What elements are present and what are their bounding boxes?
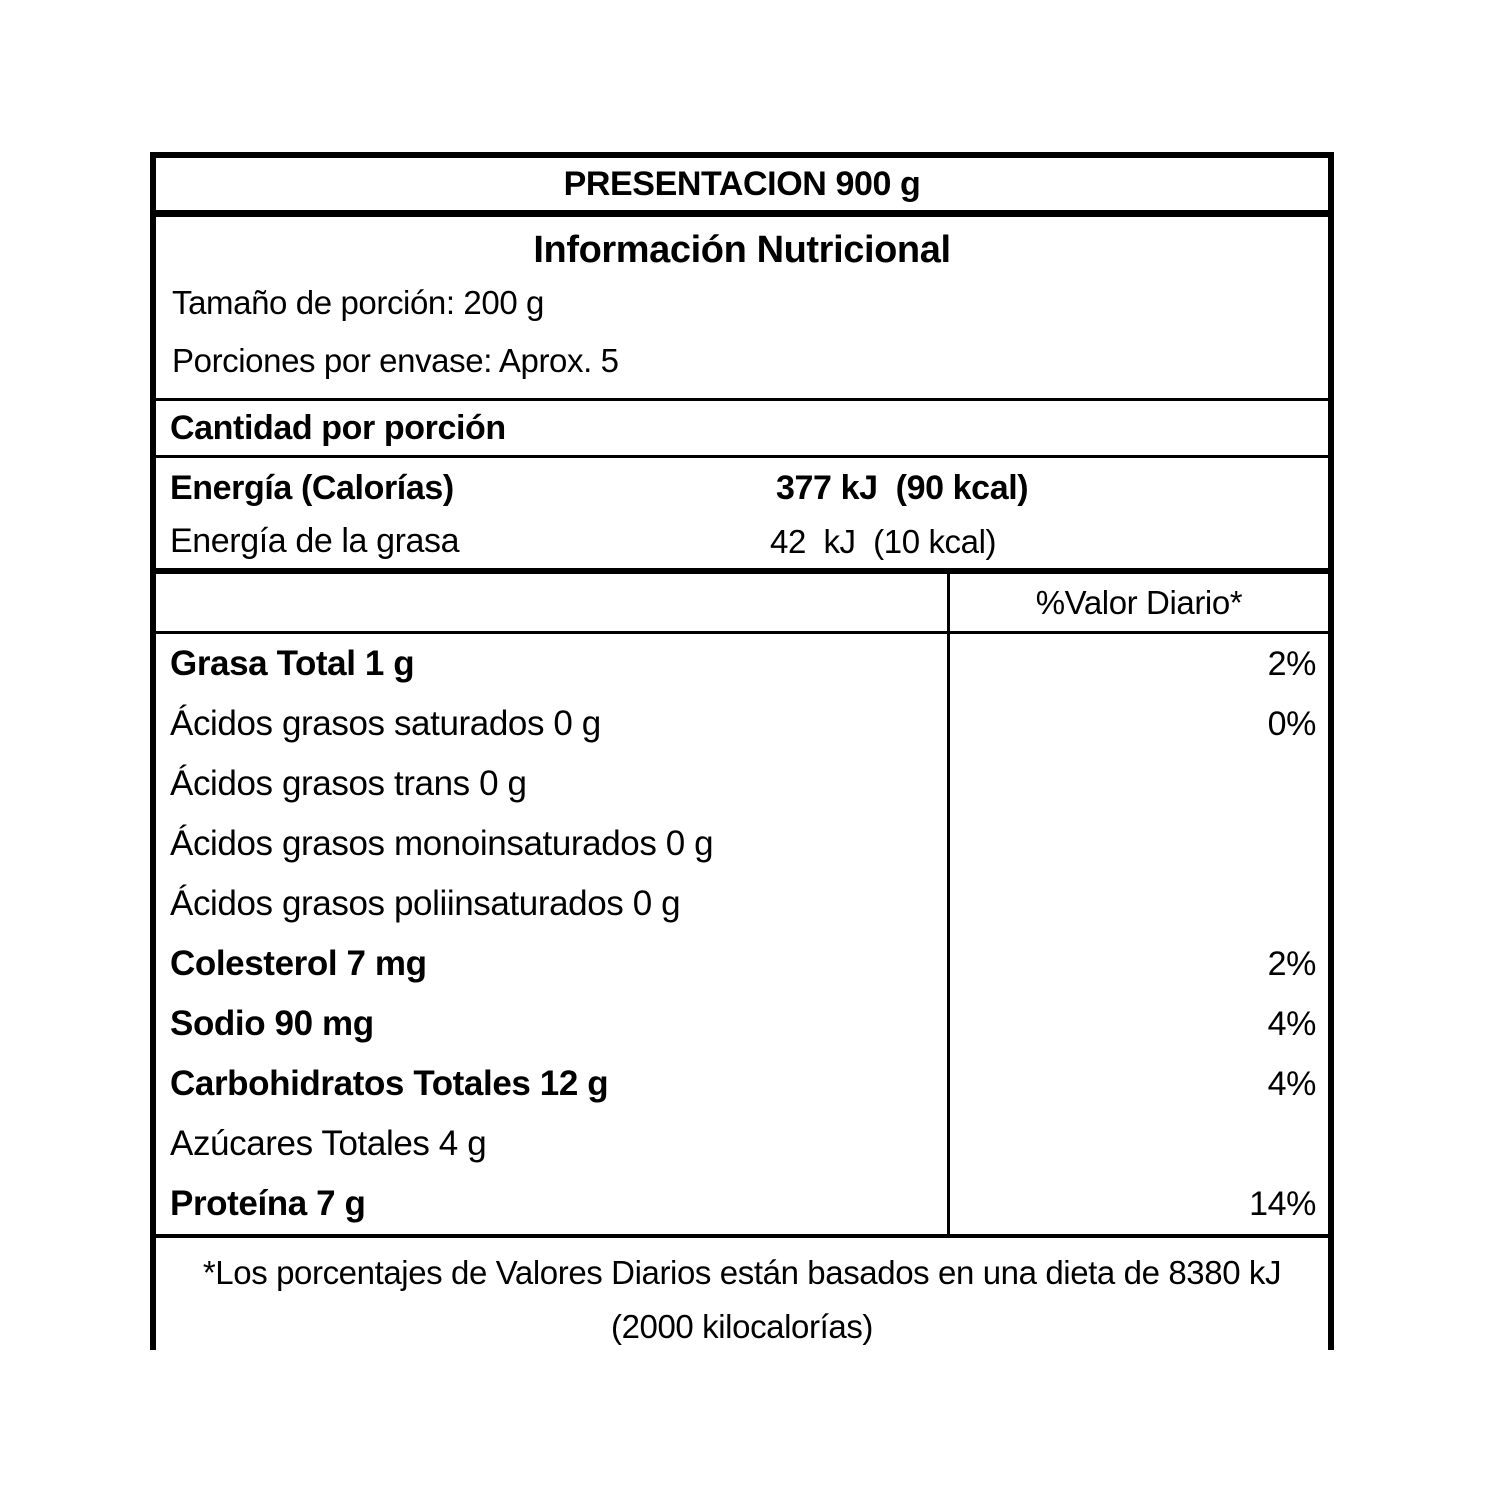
table-row-cholesterol: Colesterol 7 mg 2% [156,934,1328,994]
nutrient-name: Ácidos grasos monoinsaturados 0 g [170,824,714,863]
energy-section: Energía (Calorías) 377 kJ (90 kcal) Ener… [156,458,1328,574]
nutrient-daily-value [947,874,1328,934]
info-section: Información Nutricional Tamaño de porció… [156,217,1328,398]
table-row-saturated-fat: Ácidos grasos saturados 0 g 0% [156,694,1328,754]
daily-value-header-row: %Valor Diario* [156,574,1328,634]
footnote-line2: (2000 kilocalorías) [610,1308,874,1345]
energy-calories-label: Energía (Calorías) [170,469,454,507]
footnote: *Los porcentajes de Valores Diarios está… [156,1238,1328,1360]
nutrient-name: Ácidos grasos poliinsaturados 0 g [170,884,681,923]
nutrient-daily-value: 4% [947,1054,1328,1114]
nutrient-name: Carbohidratos Totales 12 g [170,1064,609,1103]
nutrient-daily-value: 2% [947,934,1328,994]
nutrient-daily-value [947,754,1328,814]
nutrient-daily-value: 4% [947,994,1328,1054]
nutrient-name: Ácidos grasos saturados 0 g [170,704,601,743]
table-row-protein: Proteína 7 g 14% [156,1174,1328,1234]
nutrient-name: Colesterol 7 mg [170,944,427,983]
serving-size-text: Tamaño de porción: 200 g [172,284,544,321]
energy-calories-value: 377 kJ (90 kcal) [776,469,1029,507]
nutrient-daily-value: 14% [947,1174,1328,1234]
energy-from-fat-row: Energía de la grasa 42 kJ (10 kcal) [156,515,1328,568]
nutrient-name: Azúcares Totales 4 g [170,1124,487,1163]
daily-value-header-cell: %Valor Diario* [947,574,1328,631]
nutrition-facts-box: PRESENTACION 900 g Información Nutricion… [150,152,1334,1350]
servings-per-container-line: Porciones por envase: Aprox. 5 [156,332,1328,390]
nutrient-name: Ácidos grasos trans 0 g [170,764,527,803]
presentation-row: PRESENTACION 900 g [156,158,1328,217]
table-row-monounsaturated-fat: Ácidos grasos monoinsaturados 0 g [156,814,1328,874]
amount-per-serving-row: Cantidad por porción [156,398,1328,458]
energy-from-fat-label: Energía de la grasa [170,522,460,560]
label-title: Información Nutricional [533,229,951,271]
daily-value-header-spacer [156,574,947,631]
footnote-line1: *Los porcentajes de Valores Diarios está… [202,1254,1282,1291]
nutrient-daily-value [947,814,1328,874]
nutrient-name: Grasa Total 1 g [170,644,415,683]
table-row-sodium: Sodio 90 mg 4% [156,994,1328,1054]
table-row-polyunsaturated-fat: Ácidos grasos poliinsaturados 0 g [156,874,1328,934]
energy-from-fat-value: 42 kJ (10 kcal) [770,522,997,560]
daily-value-header-text: %Valor Diario* [1035,583,1243,621]
nutrient-name: Proteína 7 g [170,1184,366,1223]
energy-calories-row: Energía (Calorías) 377 kJ (90 kcal) [156,462,1328,515]
nutrients-table: Grasa Total 1 g 2% Ácidos grasos saturad… [156,634,1328,1238]
table-row-total-carbohydrate: Carbohidratos Totales 12 g 4% [156,1054,1328,1114]
nutrient-daily-value: 2% [947,634,1328,694]
nutrient-daily-value: 0% [947,694,1328,754]
nutrient-name: Sodio 90 mg [170,1004,374,1043]
nutrient-daily-value [947,1114,1328,1174]
table-row-trans-fat: Ácidos grasos trans 0 g [156,754,1328,814]
servings-per-container-text: Porciones por envase: Aprox. 5 [172,342,619,379]
presentation-text: PRESENTACION 900 g [563,164,921,203]
amount-per-serving-text: Cantidad por porción [170,408,506,447]
table-row-total-sugars: Azúcares Totales 4 g [156,1114,1328,1174]
serving-size-line: Tamaño de porción: 200 g [156,274,1328,332]
table-row-total-fat: Grasa Total 1 g 2% [156,634,1328,694]
